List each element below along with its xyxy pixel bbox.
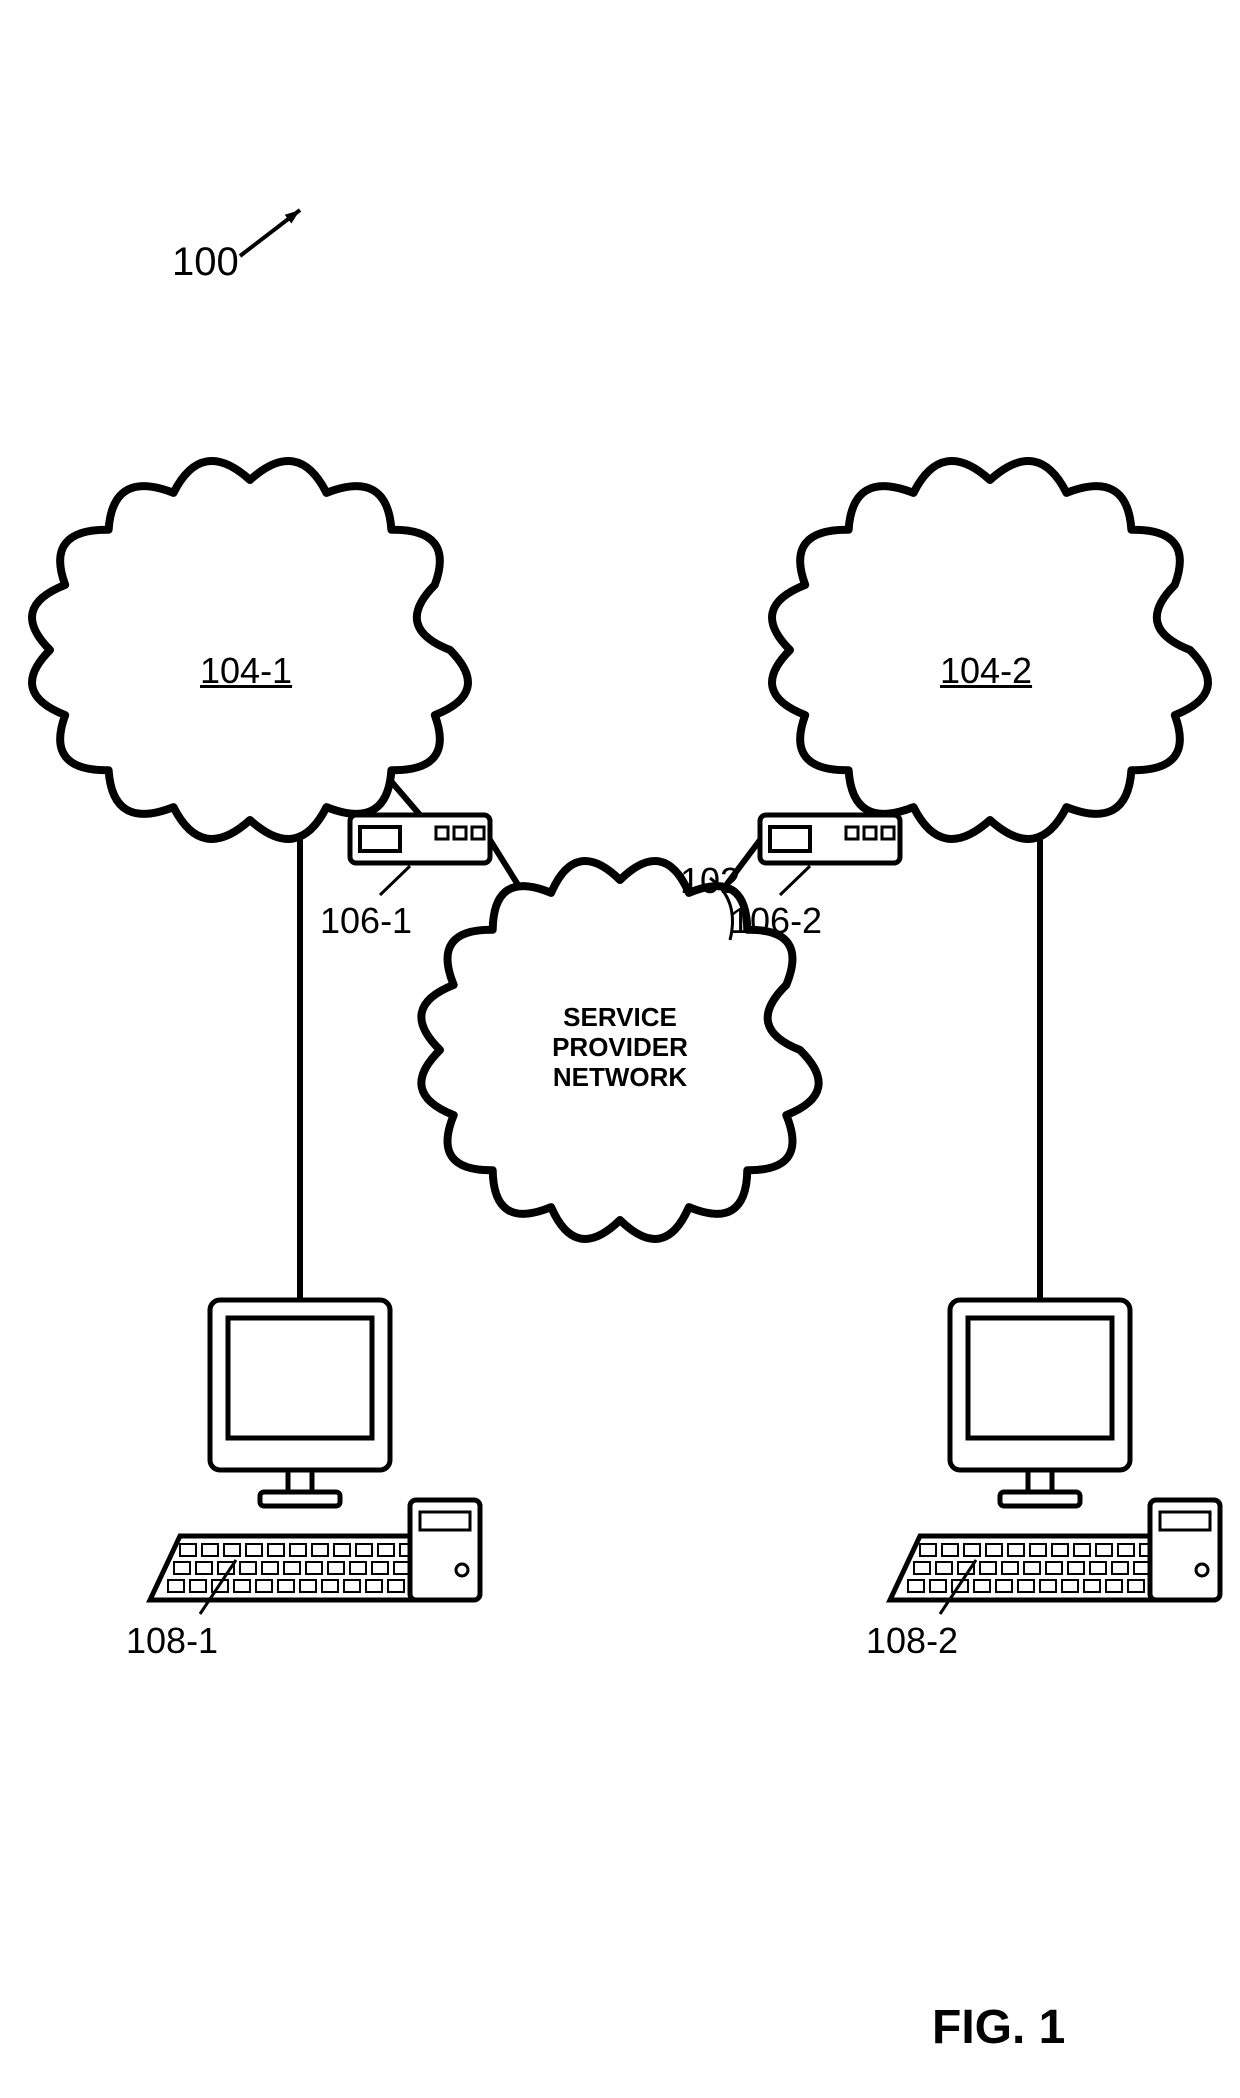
computer-108-2 [890, 1300, 1220, 1600]
cloud-102-text-1: PROVIDER [552, 1032, 688, 1062]
system-ref-label: 100 [172, 240, 239, 285]
link-cloud-104-1-router-106-1 [390, 780, 420, 815]
router-106-2 [760, 815, 900, 863]
cloud-102-text-2: NETWORK [553, 1062, 688, 1092]
cloud-104-1-label: 104-1 [200, 650, 292, 692]
router-106-1-leader [380, 866, 410, 895]
router-106-1-label: 106-1 [320, 900, 412, 942]
router-106-2-label: 106-2 [730, 900, 822, 942]
cloud-102-text-0: SERVICE [563, 1002, 677, 1032]
cloud-102-label: 102 [680, 860, 740, 902]
router-106-1 [350, 815, 490, 863]
router-106-2-leader [780, 866, 810, 895]
diagram-svg: SERVICEPROVIDERNETWORK [0, 0, 1240, 2098]
figure-title: FIG. 1 [932, 2000, 1065, 2055]
figure-canvas: SERVICEPROVIDERNETWORK 100 FIG. 1 104-1 1… [0, 0, 1240, 2098]
computer-108-1 [150, 1300, 480, 1600]
cloud-104-2-label: 104-2 [940, 650, 1032, 692]
computer-108-1-label: 108-1 [126, 1620, 218, 1662]
computer-108-2-label: 108-2 [866, 1620, 958, 1662]
